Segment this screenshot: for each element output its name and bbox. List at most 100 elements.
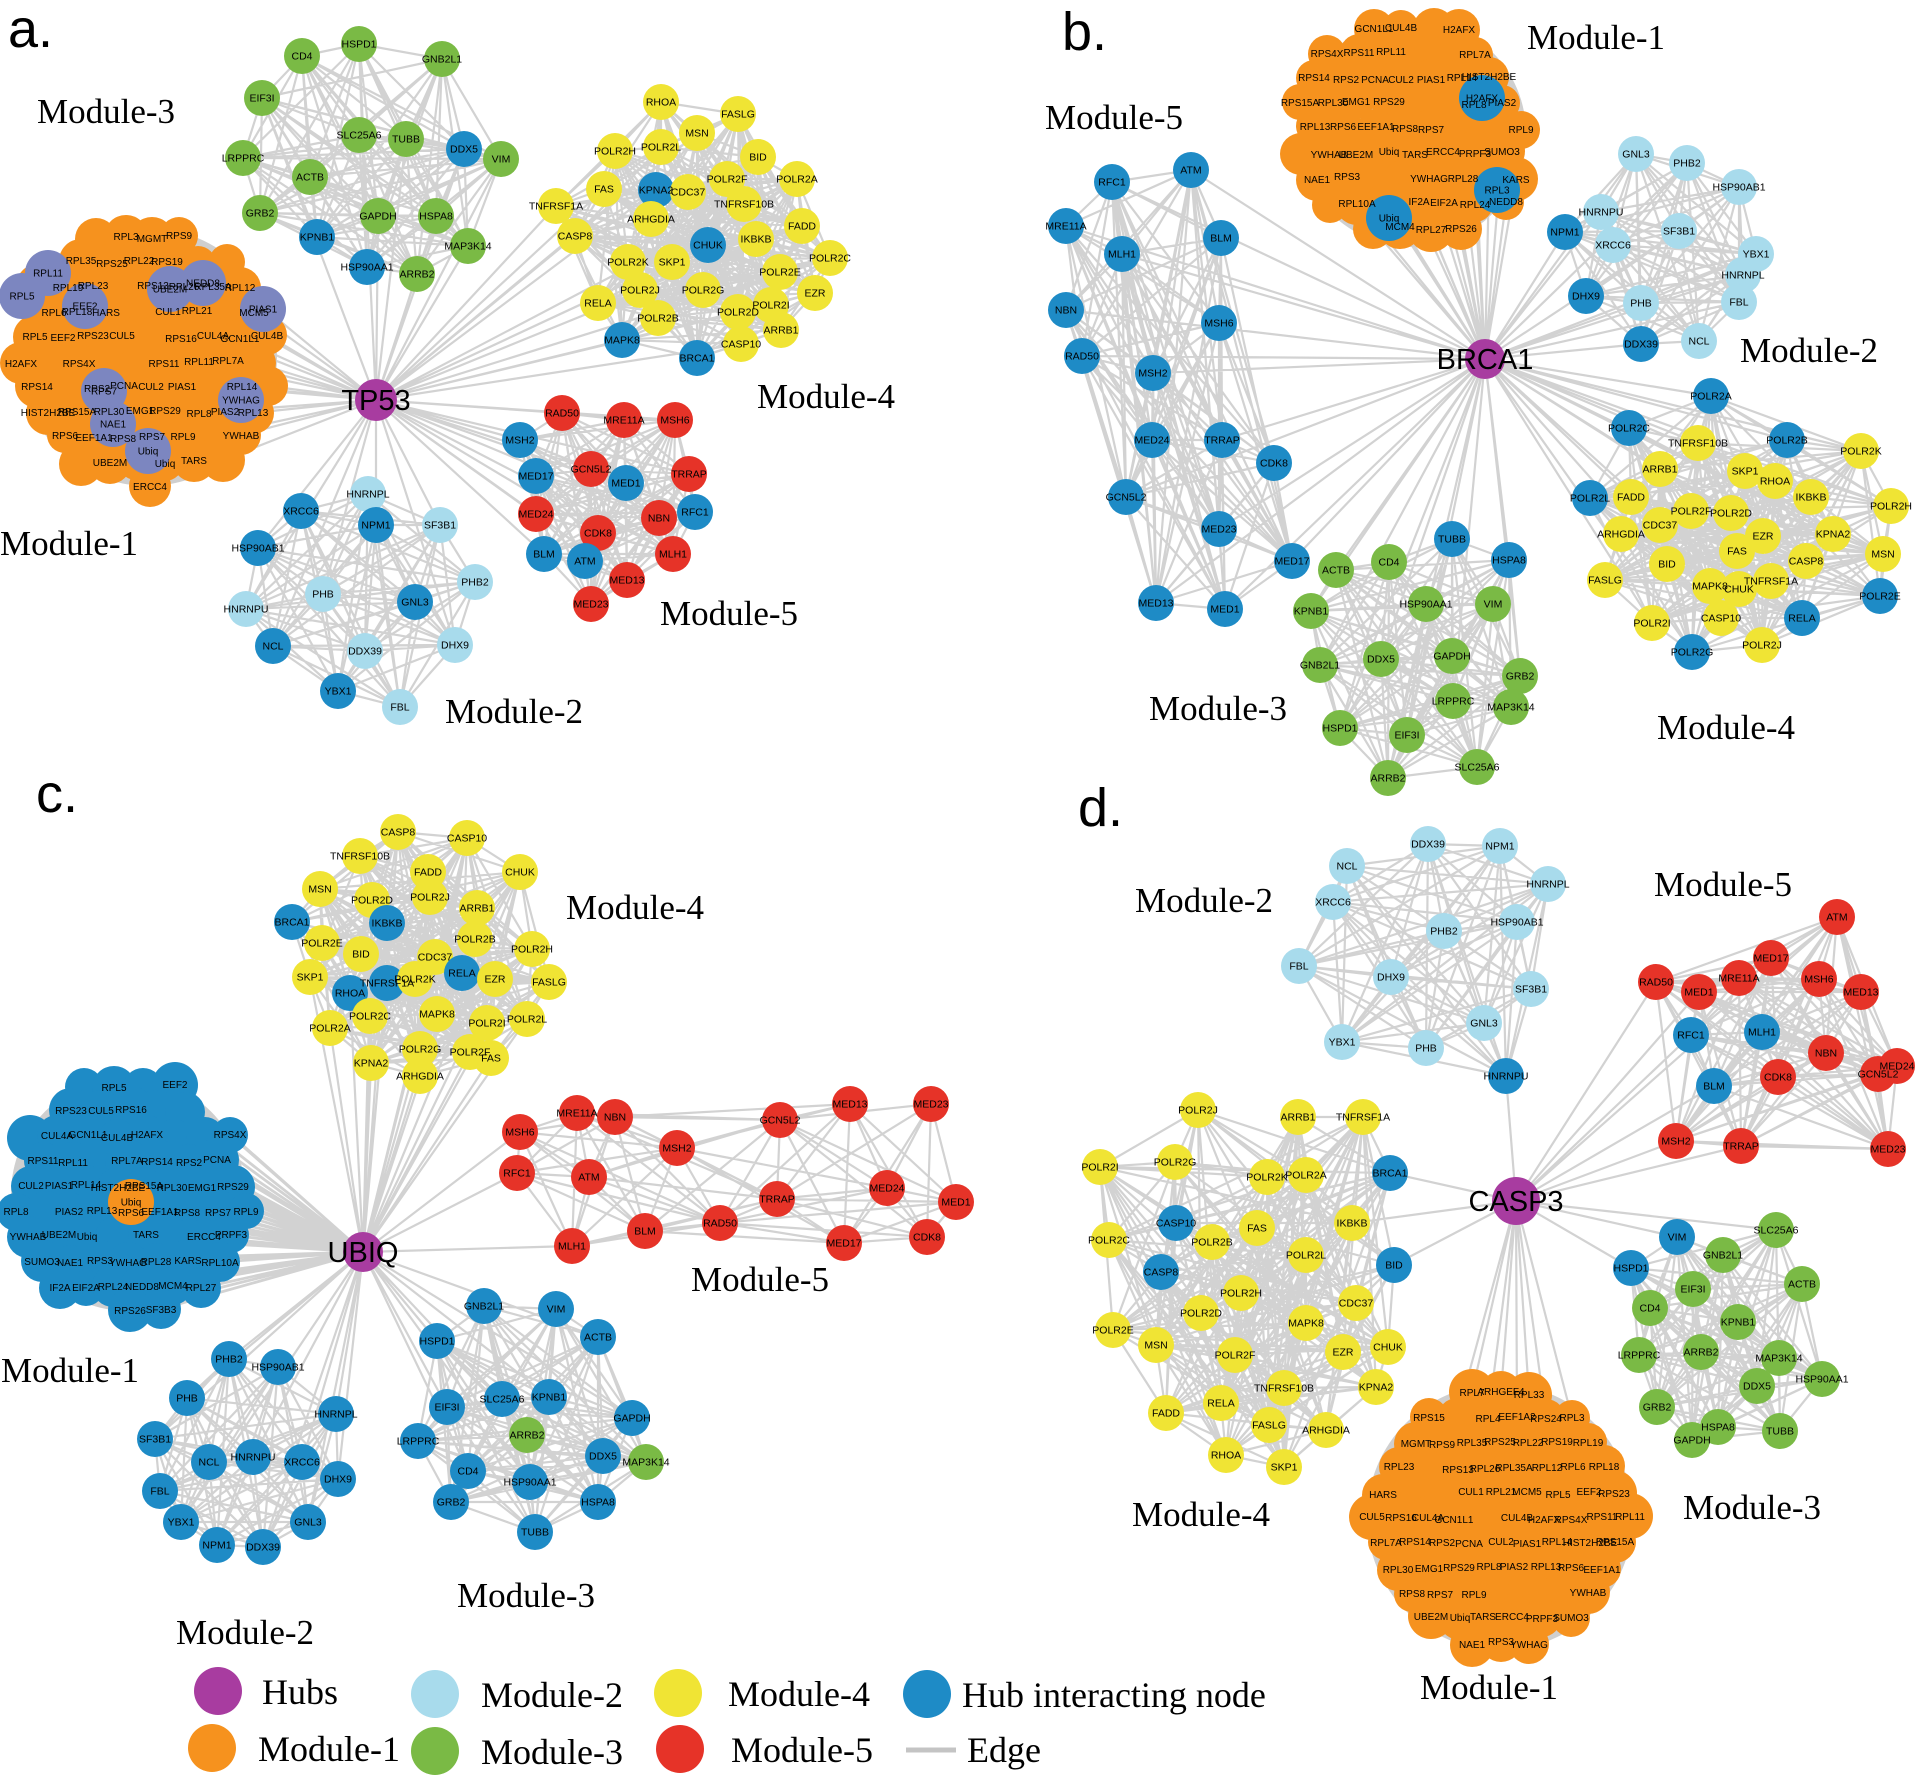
svg-text:Hub interacting node: Hub interacting node bbox=[962, 1675, 1266, 1715]
svg-text:RPS11: RPS11 bbox=[1344, 48, 1375, 59]
svg-text:RPS8: RPS8 bbox=[174, 1208, 201, 1219]
svg-text:CASP8: CASP8 bbox=[1144, 1267, 1179, 1279]
svg-text:CUL4B: CUL4B bbox=[251, 331, 284, 342]
svg-text:RPS15A: RPS15A bbox=[1281, 98, 1320, 109]
svg-text:POLR2I: POLR2I bbox=[1633, 618, 1670, 630]
svg-text:SUMO3: SUMO3 bbox=[1553, 1613, 1589, 1624]
svg-text:GNB2L1: GNB2L1 bbox=[422, 54, 462, 66]
svg-text:RPL3: RPL3 bbox=[1559, 1413, 1584, 1424]
svg-text:RPS14: RPS14 bbox=[1399, 1537, 1431, 1548]
svg-text:a.: a. bbox=[8, 0, 53, 59]
svg-text:CASP8: CASP8 bbox=[381, 827, 416, 839]
svg-text:MED24: MED24 bbox=[1134, 435, 1169, 447]
svg-text:POLR2C: POLR2C bbox=[809, 253, 851, 265]
svg-text:FAS: FAS bbox=[1247, 1223, 1267, 1235]
svg-text:EMG1: EMG1 bbox=[188, 1183, 217, 1194]
svg-text:EEF1A1: EEF1A1 bbox=[1583, 1565, 1621, 1576]
svg-text:POLR2A: POLR2A bbox=[776, 174, 817, 186]
svg-text:IKBKB: IKBKB bbox=[1796, 492, 1827, 504]
svg-text:RFC1: RFC1 bbox=[681, 507, 709, 519]
svg-text:HIST2H2BE: HIST2H2BE bbox=[21, 408, 76, 419]
svg-text:RPL28: RPL28 bbox=[141, 1257, 172, 1268]
svg-text:CUL4A: CUL4A bbox=[197, 331, 230, 342]
svg-text:Ubiq: Ubiq bbox=[138, 447, 159, 458]
svg-text:EEF2: EEF2 bbox=[1576, 1487, 1601, 1498]
svg-text:BLM: BLM bbox=[1210, 233, 1232, 245]
svg-text:RPS14: RPS14 bbox=[21, 382, 53, 393]
svg-text:EEF2: EEF2 bbox=[72, 302, 97, 313]
svg-text:NBN: NBN bbox=[648, 513, 670, 525]
svg-text:Hubs: Hubs bbox=[262, 1672, 338, 1712]
svg-text:POLR2G: POLR2G bbox=[1154, 1157, 1197, 1169]
svg-text:CUL5: CUL5 bbox=[1359, 1512, 1385, 1523]
svg-text:KARS: KARS bbox=[1502, 175, 1530, 186]
svg-text:BRCA1: BRCA1 bbox=[274, 917, 309, 929]
svg-text:EEF1A2: EEF1A2 bbox=[1498, 1412, 1536, 1423]
svg-text:KPNA2: KPNA2 bbox=[354, 1058, 389, 1070]
svg-text:HNRNPL: HNRNPL bbox=[346, 489, 389, 501]
svg-text:RPL22: RPL22 bbox=[1513, 1438, 1544, 1449]
svg-text:POLR2D: POLR2D bbox=[351, 895, 393, 907]
svg-text:PIAS1: PIAS1 bbox=[45, 1181, 74, 1192]
svg-text:DHX9: DHX9 bbox=[1572, 291, 1600, 303]
svg-text:HSPD1: HSPD1 bbox=[1322, 723, 1357, 735]
svg-text:Edge: Edge bbox=[967, 1730, 1041, 1770]
svg-text:RPS7: RPS7 bbox=[1418, 125, 1445, 136]
svg-text:RPS7: RPS7 bbox=[91, 387, 118, 398]
svg-text:RPL12: RPL12 bbox=[225, 283, 256, 294]
svg-text:POLR2E: POLR2E bbox=[1092, 1325, 1133, 1337]
svg-text:RPL7: RPL7 bbox=[1459, 1388, 1484, 1399]
svg-text:GNB2L1: GNB2L1 bbox=[464, 1301, 504, 1313]
svg-text:MCM5: MCM5 bbox=[1512, 1487, 1542, 1498]
svg-text:RPL13: RPL13 bbox=[1531, 1562, 1562, 1573]
svg-text:NBN: NBN bbox=[604, 1112, 626, 1124]
svg-text:H2AFX: H2AFX bbox=[5, 359, 38, 370]
svg-text:NCL: NCL bbox=[198, 1457, 219, 1469]
svg-text:GNB2L1: GNB2L1 bbox=[1703, 1250, 1743, 1262]
svg-text:SUMO3: SUMO3 bbox=[24, 1257, 60, 1268]
svg-text:CHUK: CHUK bbox=[1373, 1342, 1403, 1354]
svg-text:PIAS1: PIAS1 bbox=[249, 305, 278, 316]
svg-text:RPS15A: RPS15A bbox=[58, 407, 97, 418]
svg-text:RPS15: RPS15 bbox=[1413, 1413, 1445, 1424]
svg-text:EMG1: EMG1 bbox=[1342, 97, 1371, 108]
svg-text:RPL9: RPL9 bbox=[170, 432, 195, 443]
svg-text:GAPDH: GAPDH bbox=[359, 211, 396, 223]
svg-text:GNL3: GNL3 bbox=[401, 597, 429, 609]
svg-text:DDX5: DDX5 bbox=[1367, 654, 1395, 666]
svg-text:YWHAB: YWHAB bbox=[1311, 150, 1348, 161]
svg-text:RPL21: RPL21 bbox=[182, 306, 213, 317]
svg-text:ARHGDIA: ARHGDIA bbox=[627, 214, 675, 226]
svg-text:POLR2E: POLR2E bbox=[1859, 591, 1900, 603]
svg-text:RPS29: RPS29 bbox=[217, 1182, 249, 1193]
svg-text:GCN5L2: GCN5L2 bbox=[571, 464, 612, 476]
svg-text:MED23: MED23 bbox=[1201, 524, 1236, 536]
svg-text:ERCC4: ERCC4 bbox=[187, 1232, 221, 1243]
svg-text:MED23: MED23 bbox=[913, 1099, 948, 1111]
svg-text:Module-1: Module-1 bbox=[1420, 1668, 1558, 1707]
svg-text:POLR2B: POLR2B bbox=[1191, 1237, 1232, 1249]
svg-text:CDK8: CDK8 bbox=[584, 528, 612, 540]
svg-text:RPL23: RPL23 bbox=[78, 281, 109, 292]
svg-text:DHX9: DHX9 bbox=[1377, 972, 1405, 984]
svg-text:RPS9: RPS9 bbox=[166, 231, 193, 242]
svg-text:ARRB2: ARRB2 bbox=[1683, 1347, 1718, 1359]
svg-text:GCN1L1: GCN1L1 bbox=[1435, 1515, 1474, 1526]
svg-text:SF3B1: SF3B1 bbox=[1663, 226, 1695, 238]
svg-text:PHB: PHB bbox=[1630, 298, 1652, 310]
svg-text:YBX1: YBX1 bbox=[1743, 249, 1770, 261]
svg-text:HSP90AA1: HSP90AA1 bbox=[340, 262, 393, 274]
svg-text:POLR2H: POLR2H bbox=[594, 146, 636, 158]
svg-text:Module-3: Module-3 bbox=[457, 1576, 595, 1615]
svg-text:RELA: RELA bbox=[1788, 613, 1815, 625]
svg-text:RPS29: RPS29 bbox=[1443, 1563, 1475, 1574]
svg-text:RPL6: RPL6 bbox=[1560, 1462, 1585, 1473]
svg-text:RPL19: RPL19 bbox=[53, 283, 84, 294]
svg-text:GNL3: GNL3 bbox=[1470, 1018, 1498, 1030]
svg-text:TRRAP: TRRAP bbox=[671, 469, 707, 481]
svg-text:RPL9: RPL9 bbox=[233, 1207, 258, 1218]
svg-text:TRRAP: TRRAP bbox=[759, 1194, 795, 1206]
svg-text:GAPDH: GAPDH bbox=[1433, 651, 1470, 663]
svg-text:CD4: CD4 bbox=[291, 51, 312, 63]
svg-text:RPL11: RPL11 bbox=[1376, 47, 1406, 58]
